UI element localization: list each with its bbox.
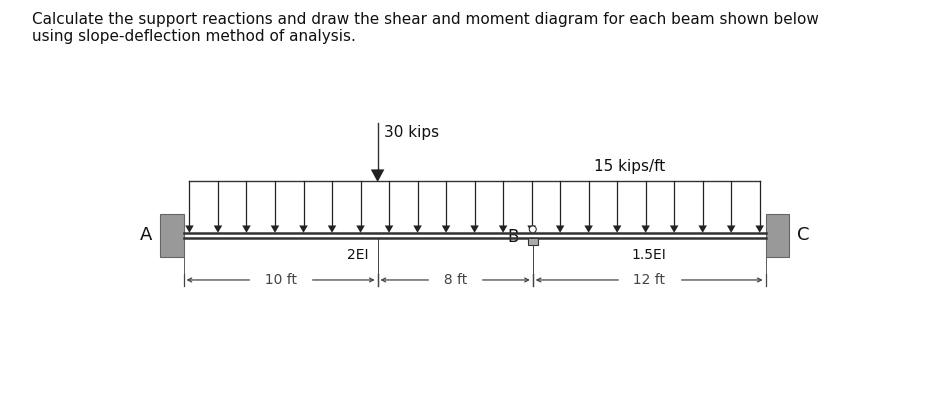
Text: 15 kips/ft: 15 kips/ft [594, 159, 666, 174]
Bar [160, 214, 183, 257]
Polygon shape [499, 226, 507, 233]
Polygon shape [642, 226, 650, 233]
Polygon shape [299, 226, 307, 233]
Polygon shape [243, 226, 251, 233]
Polygon shape [727, 226, 735, 233]
Polygon shape [214, 226, 222, 233]
Polygon shape [270, 226, 280, 233]
Text: A: A [140, 226, 153, 245]
Text: Calculate the support reactions and draw the shear and moment diagram for each b: Calculate the support reactions and draw… [32, 12, 820, 44]
Polygon shape [413, 226, 422, 233]
Text: 8 ft: 8 ft [434, 273, 476, 287]
Polygon shape [698, 226, 707, 233]
Polygon shape [328, 226, 336, 233]
Polygon shape [584, 226, 593, 233]
Polygon shape [357, 226, 365, 233]
Polygon shape [470, 226, 479, 233]
Text: 1.5EI: 1.5EI [632, 248, 667, 262]
Text: C: C [796, 226, 809, 245]
Polygon shape [370, 169, 384, 182]
Polygon shape [556, 226, 564, 233]
Text: 12 ft: 12 ft [624, 273, 674, 287]
Text: 2EI: 2EI [347, 248, 369, 262]
Polygon shape [613, 226, 621, 233]
Bar [766, 214, 789, 257]
Polygon shape [442, 226, 450, 233]
Polygon shape [756, 226, 764, 233]
Circle shape [530, 226, 536, 233]
Polygon shape [669, 226, 679, 233]
Polygon shape [385, 226, 394, 233]
Text: 10 ft: 10 ft [256, 273, 306, 287]
Polygon shape [185, 226, 194, 233]
Bar [528, 238, 538, 245]
Text: 30 kips: 30 kips [384, 125, 440, 140]
Polygon shape [527, 226, 536, 233]
Text: B: B [507, 228, 519, 246]
